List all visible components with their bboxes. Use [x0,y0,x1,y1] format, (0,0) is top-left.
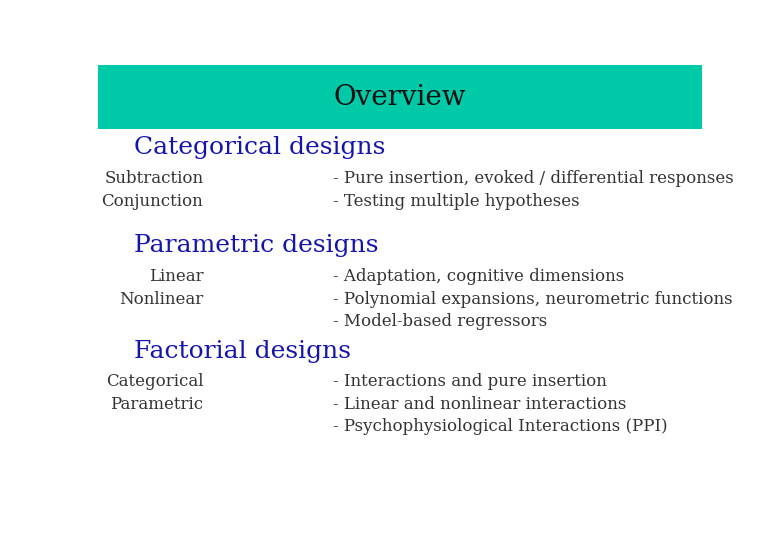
Text: Parametric designs: Parametric designs [134,234,378,257]
Text: Overview: Overview [333,84,466,111]
Text: Factorial designs: Factorial designs [134,340,351,363]
Text: Categorical: Categorical [106,373,204,390]
Text: Nonlinear: Nonlinear [119,291,204,308]
Text: - Linear and nonlinear interactions: - Linear and nonlinear interactions [333,396,626,413]
Text: - Interactions and pure insertion: - Interactions and pure insertion [333,373,607,390]
Text: Linear: Linear [149,268,204,285]
Text: - Testing multiple hypotheses: - Testing multiple hypotheses [333,193,580,210]
Text: Conjunction: Conjunction [101,193,204,210]
Text: Parametric: Parametric [110,396,204,413]
Text: - Adaptation, cognitive dimensions: - Adaptation, cognitive dimensions [333,268,625,285]
Text: Subtraction: Subtraction [105,170,204,187]
Text: - Pure insertion, evoked / differential responses: - Pure insertion, evoked / differential … [333,170,734,187]
Text: - Model-based regressors: - Model-based regressors [333,313,548,330]
Text: - Polynomial expansions, neurometric functions: - Polynomial expansions, neurometric fun… [333,291,733,308]
FancyBboxPatch shape [98,65,702,129]
Text: - Psychophysiological Interactions (PPI): - Psychophysiological Interactions (PPI) [333,418,668,435]
Text: Categorical designs: Categorical designs [134,137,385,159]
